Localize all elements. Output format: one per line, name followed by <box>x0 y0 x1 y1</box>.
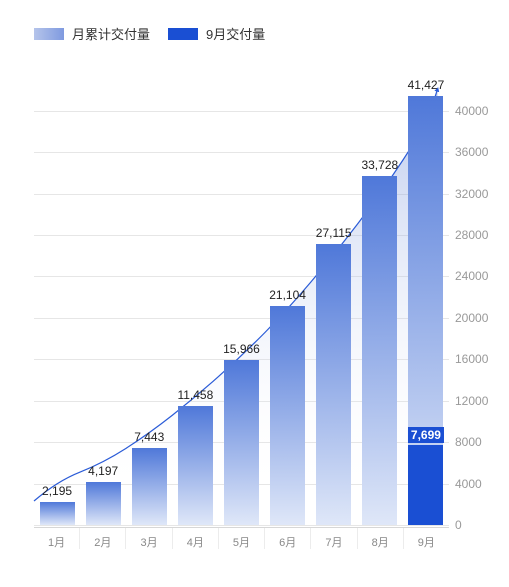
bar-slot: 15,966 <box>218 90 264 525</box>
x-tick-label: 5月 <box>219 528 265 549</box>
bar: 4,197 <box>86 482 121 525</box>
bar-value-label: 27,115 <box>316 226 352 240</box>
plot-area: 0400080001200016000200002400028000320003… <box>34 90 449 525</box>
x-tick-label: 3月 <box>126 528 172 549</box>
x-axis-labels: 1月2月3月4月5月6月7月8月9月 <box>34 527 449 549</box>
y-tick-label: 12000 <box>455 394 503 408</box>
bar: 7,443 <box>132 448 167 525</box>
bar: 27,115 <box>316 244 351 525</box>
bar-value-label: 7,443 <box>134 430 164 444</box>
bars-container: 2,195 4,197 7,443 11,458 15,966 21,104 27,115 3… <box>34 90 449 525</box>
legend-label-cumulative: 月累计交付量 <box>72 24 150 43</box>
y-tick-label: 4000 <box>455 477 503 491</box>
bar-value-label: 15,966 <box>223 342 260 356</box>
bar-value-label: 21,104 <box>269 288 306 302</box>
x-tick-label: 7月 <box>311 528 357 549</box>
legend-item-cumulative: 月累计交付量 <box>34 24 150 43</box>
bar-value-label: 4,197 <box>88 464 118 478</box>
bar-slot: 7,443 <box>126 90 172 525</box>
y-tick-label: 40000 <box>455 104 503 118</box>
bar-slot: 41,4277,699 <box>403 90 449 525</box>
x-tick-label: 9月 <box>404 528 449 549</box>
bar: 11,458 <box>178 406 213 525</box>
legend-item-september: 9月交付量 <box>168 24 265 43</box>
legend: 月累计交付量 9月交付量 <box>34 24 265 43</box>
bar: 2,195 <box>40 502 75 525</box>
x-tick-label: 8月 <box>358 528 404 549</box>
bar-slot: 4,197 <box>80 90 126 525</box>
highlight-value-label: 7,699 <box>408 427 444 443</box>
bar-slot: 33,728 <box>357 90 403 525</box>
x-tick-label: 6月 <box>265 528 311 549</box>
y-tick-label: 32000 <box>455 187 503 201</box>
y-tick-label: 28000 <box>455 228 503 242</box>
gridline <box>34 525 449 526</box>
y-tick-label: 20000 <box>455 311 503 325</box>
bar-value-label: 33,728 <box>361 158 398 172</box>
bar: 33,728 <box>362 176 397 525</box>
bar-slot: 2,195 <box>34 90 80 525</box>
bar-value-label: 11,458 <box>177 388 213 402</box>
bar-slot: 21,104 <box>265 90 311 525</box>
y-tick-label: 16000 <box>455 352 503 366</box>
x-tick-label: 2月 <box>80 528 126 549</box>
bar-value-label: 2,195 <box>42 484 72 498</box>
y-tick-label: 24000 <box>455 269 503 283</box>
y-tick-label: 36000 <box>455 145 503 159</box>
legend-swatch-gradient <box>34 28 64 40</box>
legend-label-september: 9月交付量 <box>206 24 265 43</box>
bar-value-label: 41,427 <box>408 78 445 92</box>
highlight-bar: 7,699 <box>408 445 443 525</box>
bar-slot: 27,115 <box>311 90 357 525</box>
bar: 15,966 <box>224 360 259 525</box>
y-tick-label: 0 <box>455 518 503 532</box>
y-tick-label: 8000 <box>455 435 503 449</box>
x-tick-label: 4月 <box>173 528 219 549</box>
bar-slot: 11,458 <box>172 90 218 525</box>
bar: 21,104 <box>270 306 305 525</box>
legend-swatch-solid <box>168 28 198 40</box>
x-tick-label: 1月 <box>34 528 80 549</box>
chart-area: 0400080001200016000200002400028000320003… <box>34 60 449 549</box>
chart-frame: 月累计交付量 9月交付量 040008000120001600020000240… <box>0 0 509 587</box>
